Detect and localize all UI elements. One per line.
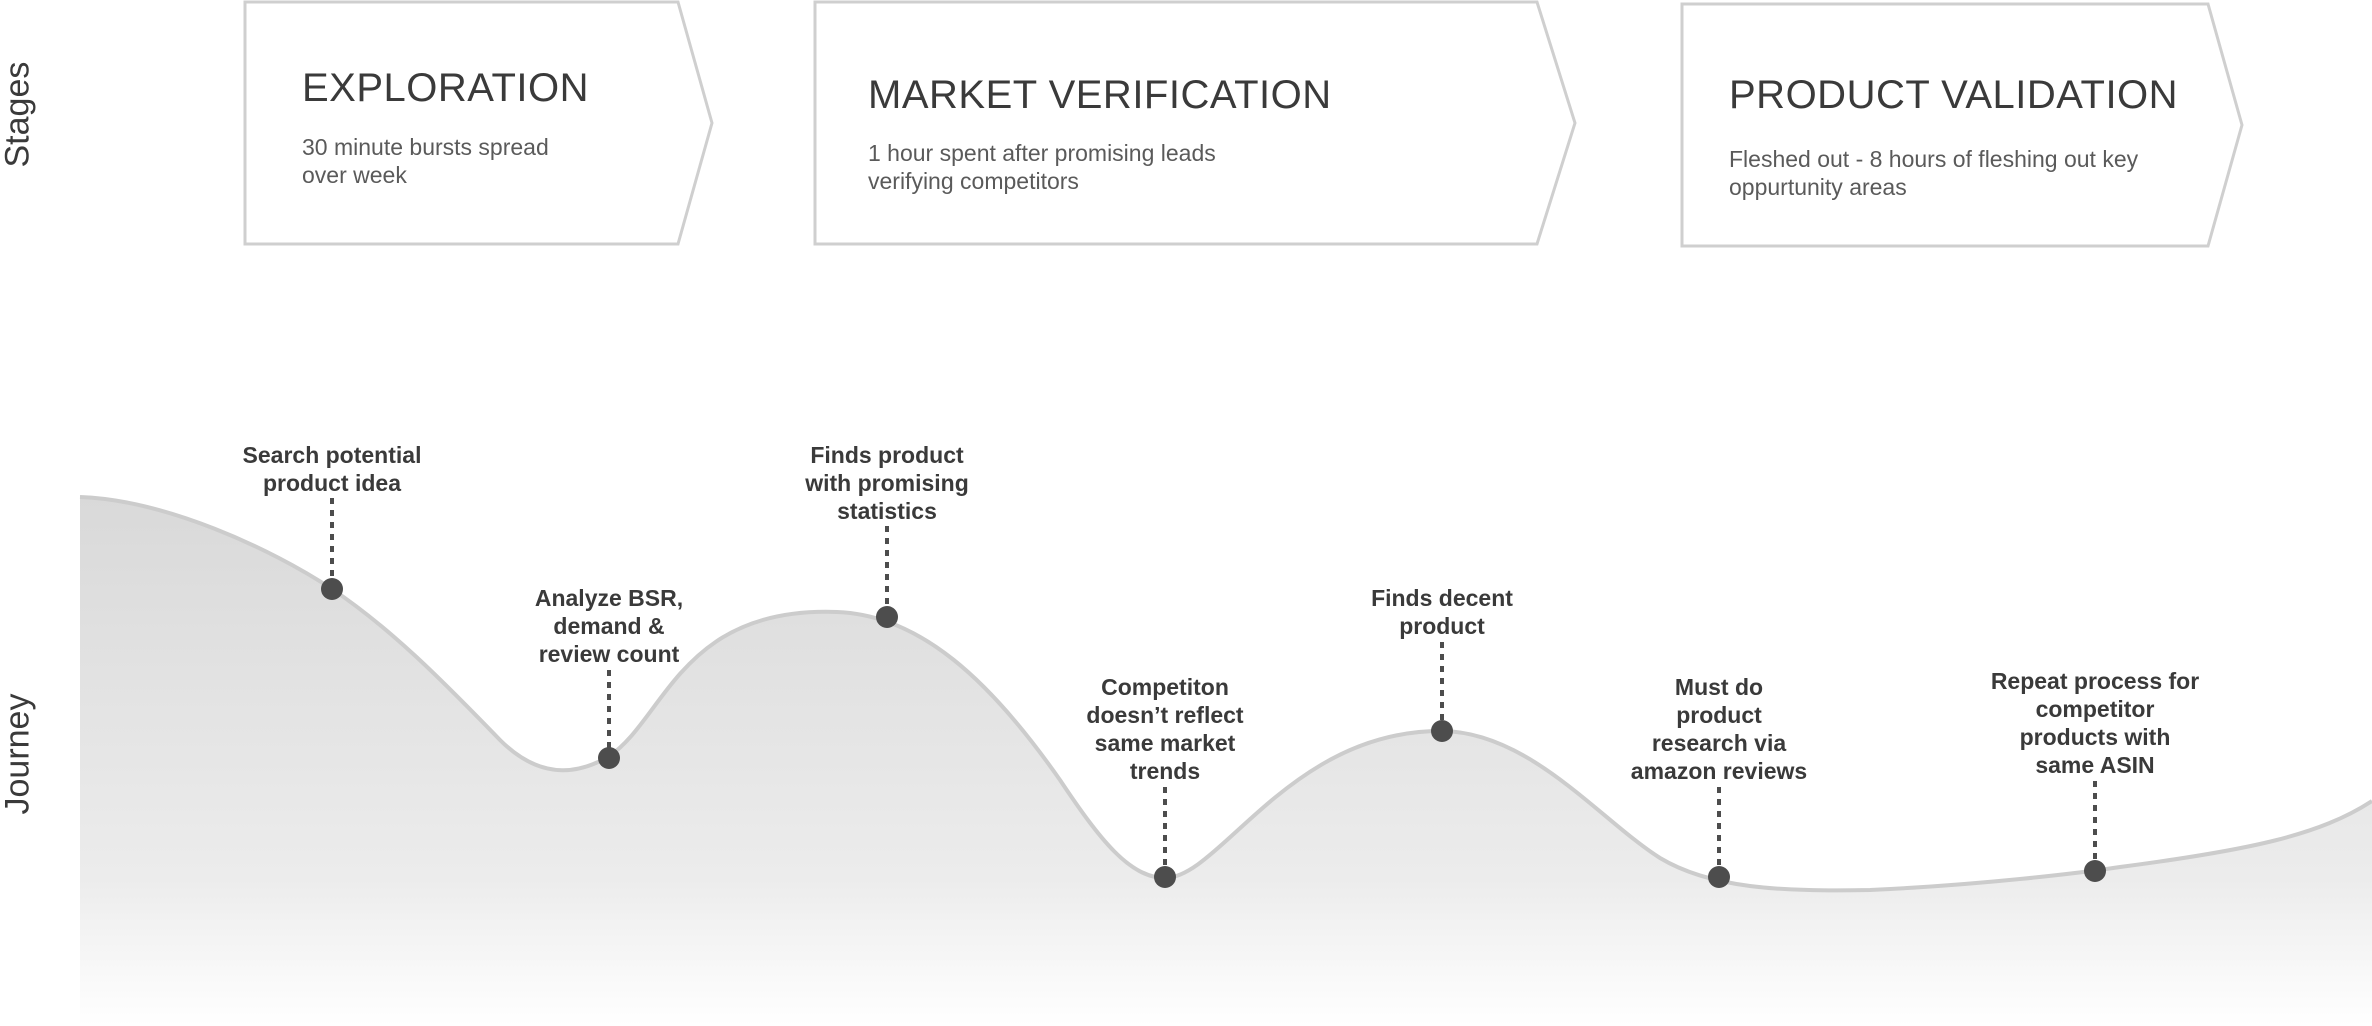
stage-description: verifying competitors (868, 168, 1079, 194)
journey-moment-2: Analyze BSR, demand & review count (535, 585, 683, 769)
journey-moment-1: Search potential product idea (243, 442, 422, 600)
journey-moment-4: Competiton doesn’t reflect same market tren… (1086, 674, 1244, 888)
moment-dot (321, 578, 343, 600)
moment-label: Competiton doesn’t reflect same market tren… (1086, 674, 1244, 784)
journey-layer: Search potential product idea Analyze BSR,… (79, 442, 2372, 1026)
stage-arrow-box (1680, 2, 2244, 248)
journey-moment-6: Must do product research via amazon reviews (1631, 674, 1807, 888)
moment-label: Repeat process for competitor products wit… (1991, 668, 2199, 778)
journey-moment-5: Finds decent product (1371, 585, 1513, 742)
moment-dot (1431, 720, 1453, 742)
journey-area (80, 497, 2372, 1026)
journey-moment-3: Finds product with promising statistics (804, 442, 969, 628)
stage-3: PRODUCT VALIDATION Fleshed out - 8 hours … (1680, 2, 2244, 248)
stage-description: 1 hour spent after promising leads (868, 140, 1216, 166)
moment-dot (598, 747, 620, 769)
stage-description: Fleshed out - 8 hours of fleshing out ke… (1729, 146, 2139, 172)
journey-curve-line (79, 495, 2372, 893)
stage-title: MARKET VERIFICATION (868, 73, 1332, 117)
moment-dot (1154, 866, 1176, 888)
moment-dot (2084, 860, 2106, 882)
moment-label: Must do product research via amazon reviews (1631, 674, 1807, 784)
moment-label: Analyze BSR, demand & review count (535, 585, 683, 667)
stage-arrow-box (243, 0, 714, 246)
stage-title: EXPLORATION (302, 66, 589, 110)
stage-arrow-box (813, 0, 1577, 246)
journey-moment-7: Repeat process for competitor products wit… (1991, 668, 2199, 882)
stage-description: 30 minute bursts spread (302, 134, 549, 160)
moment-label: Search potential product idea (243, 442, 422, 496)
stage-description: oppurtunity areas (1729, 174, 1907, 200)
moment-label: Finds product with promising statistics (804, 442, 969, 524)
moment-label: Finds decent product (1371, 585, 1513, 639)
stage-description: over week (302, 162, 407, 188)
moment-dot (1708, 866, 1730, 888)
moment-dot (876, 606, 898, 628)
stage-2: MARKET VERIFICATION 1 hour spent after pr… (813, 0, 1577, 246)
stage-title: PRODUCT VALIDATION (1729, 73, 2178, 117)
